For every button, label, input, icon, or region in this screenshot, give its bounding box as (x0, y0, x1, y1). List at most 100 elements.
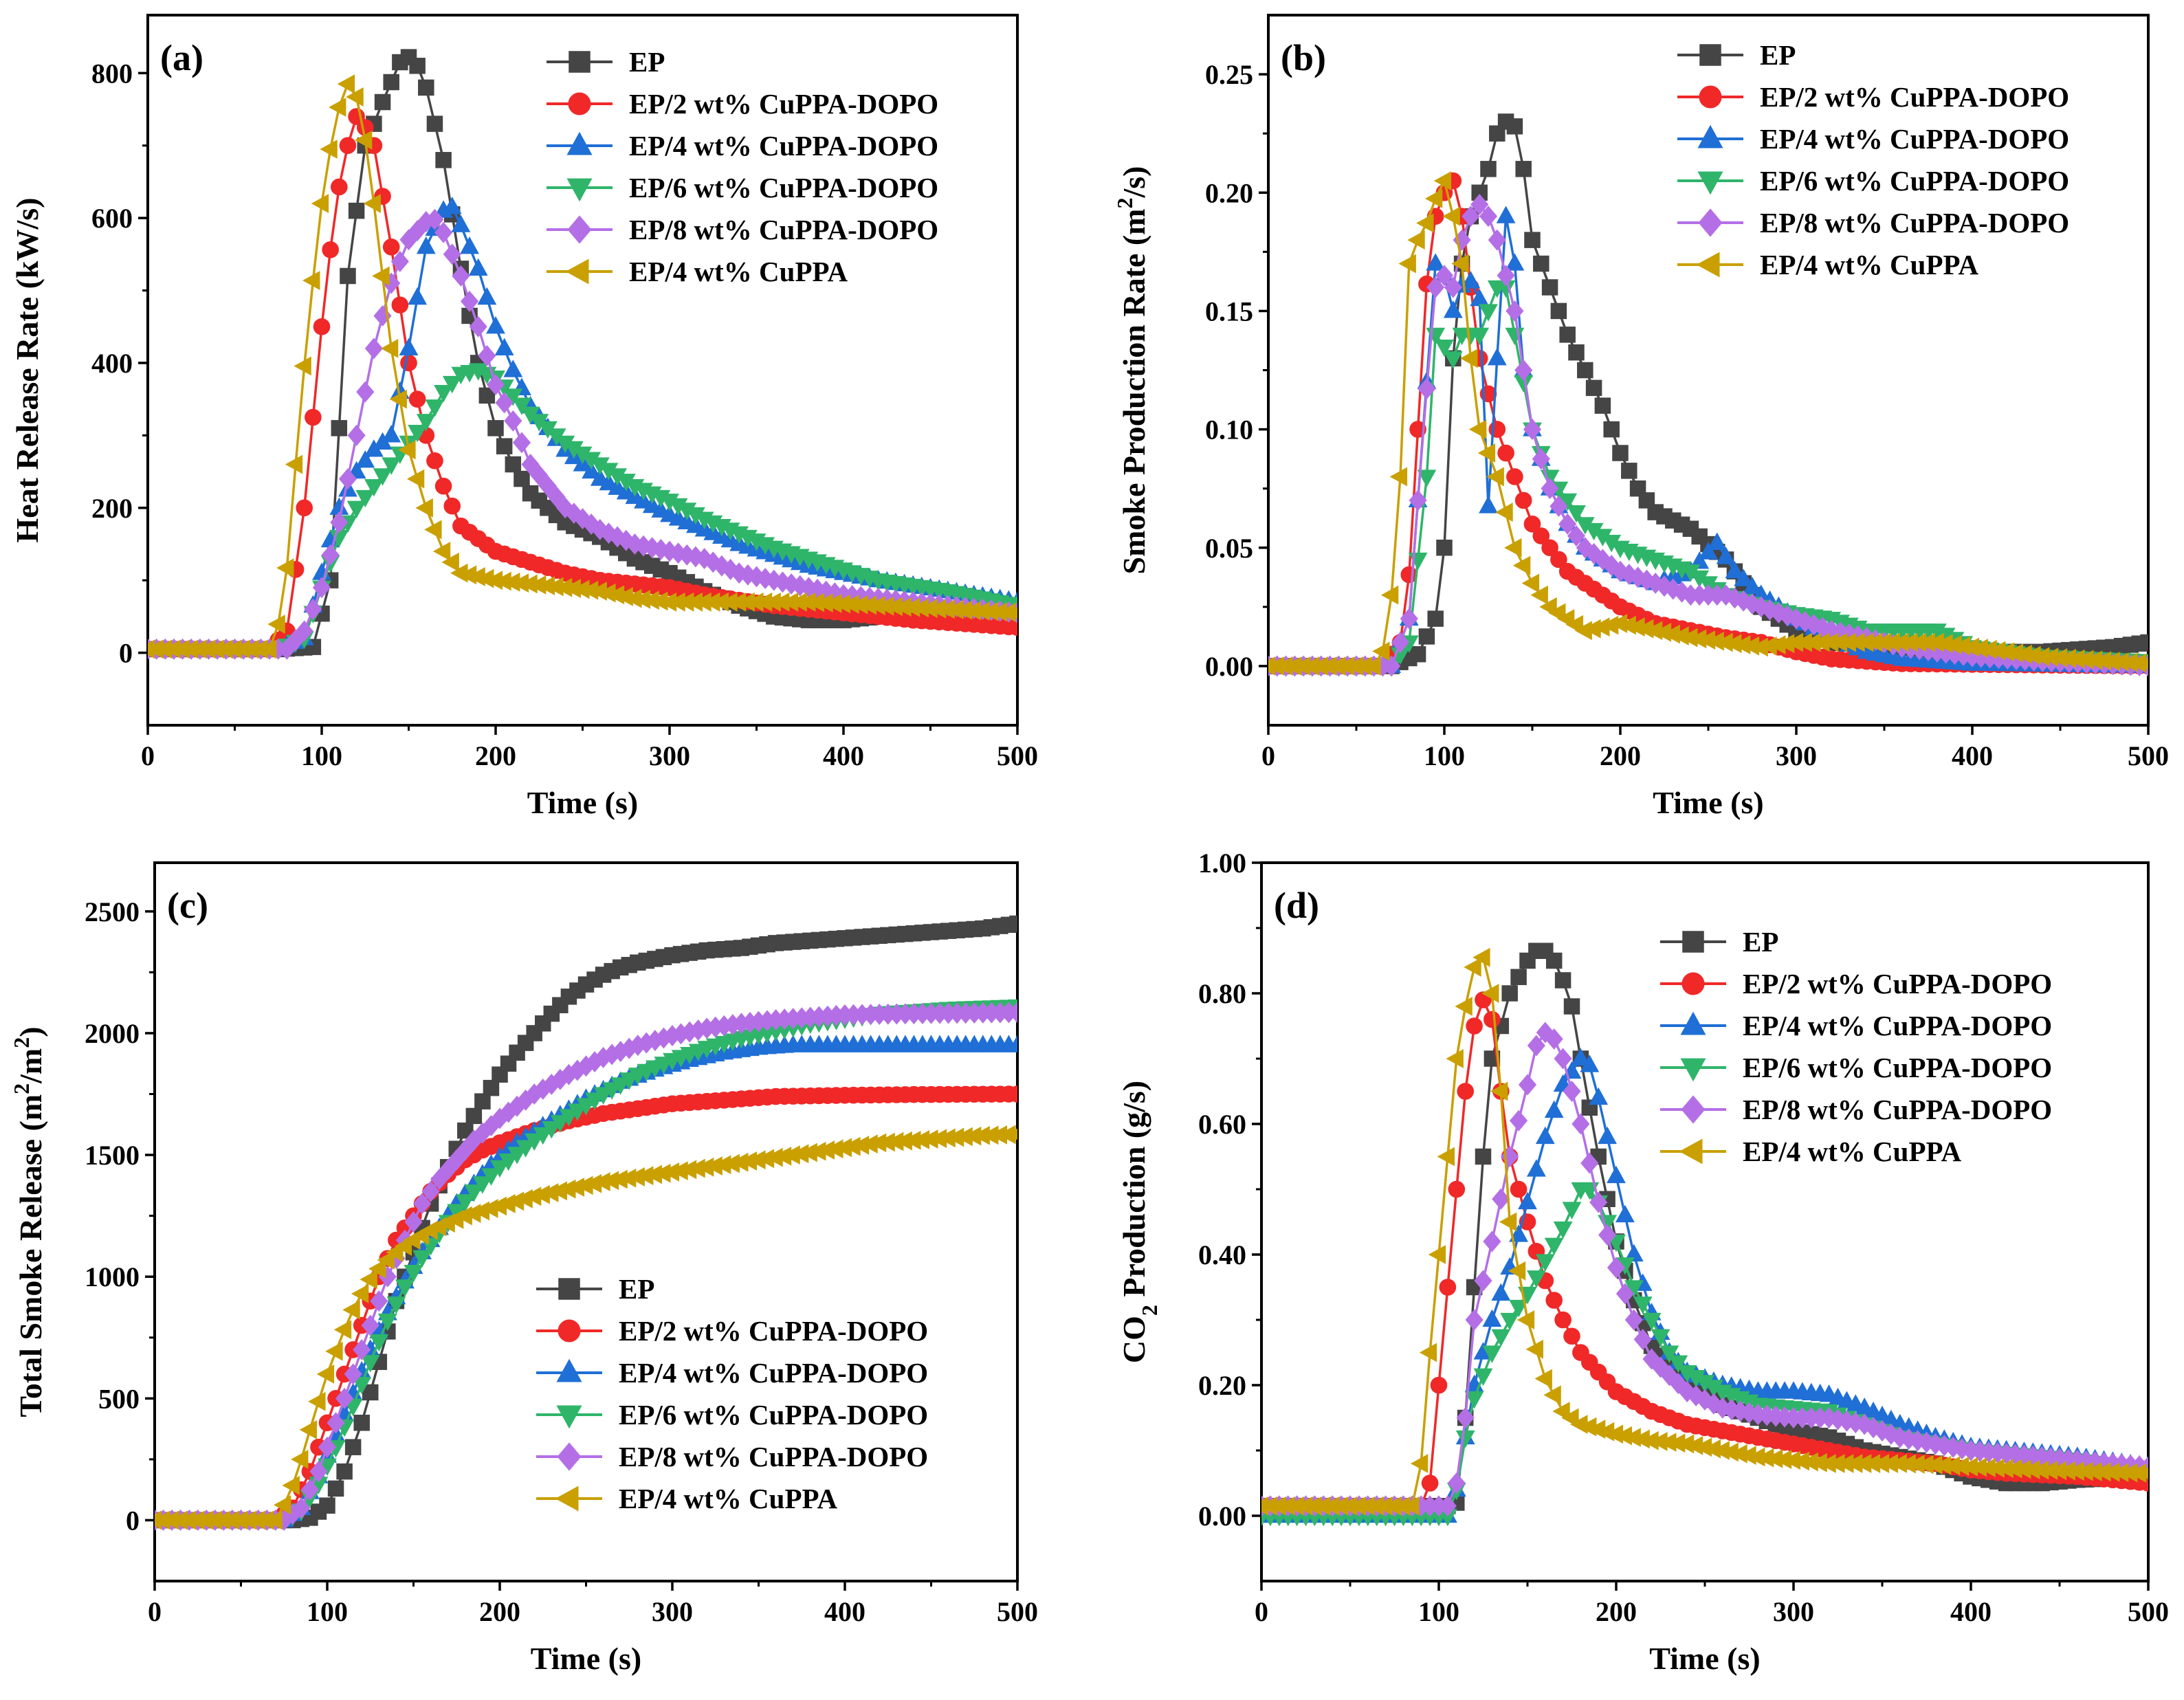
data-point (1545, 952, 1563, 969)
legend-label: EP (1743, 926, 1778, 958)
x-axis: 0 100 200 300 400 500 (1261, 725, 2169, 771)
legend: EP EP/2 wt% CuPPA-DOPO EP/4 wt% CuPPA-DOPO… (536, 1273, 928, 1514)
y-tick-label: 1000 (85, 1261, 140, 1292)
y-axis-title-subscript: 2 (1137, 1305, 1162, 1316)
data-point (514, 470, 530, 487)
data-point (363, 194, 381, 213)
data-point (1668, 1355, 1688, 1373)
data-point (1483, 1011, 1501, 1028)
data-point (516, 1140, 536, 1158)
data-point (389, 389, 407, 409)
data-point (347, 424, 366, 446)
legend-marker (1697, 124, 1723, 148)
data-point (1553, 1221, 1573, 1239)
data-point (1505, 253, 1525, 271)
x-tick-label: 0 (141, 740, 155, 771)
legend-item: EP/4 wt% CuPPA-DOPO (536, 1357, 928, 1389)
data-point (265, 1510, 283, 1530)
data-point (1532, 527, 1550, 544)
legend-marker (556, 1405, 582, 1429)
data-point (495, 392, 514, 414)
data-point (1008, 1002, 1017, 1024)
data-point (432, 542, 451, 561)
data-point (1455, 997, 1472, 1016)
legend: EP EP/2 wt% CuPPA-DOPO EP/4 wt% CuPPA-DOPO… (547, 46, 938, 287)
data-point (377, 1250, 395, 1270)
data-point (302, 271, 320, 290)
legend-item: EP/8 wt% CuPPA-DOPO (1677, 207, 2069, 239)
data-point (1707, 532, 1727, 550)
x-axis-title: Time (s) (527, 785, 638, 820)
legend-item: EP/8 wt% CuPPA-DOPO (536, 1441, 928, 1472)
legend: EP EP/2 wt% CuPPA-DOPO EP/4 wt% CuPPA-DOPO… (1677, 39, 2069, 280)
data-point (1554, 1048, 1572, 1070)
legend-item: EP/4 wt% CuPPA (1660, 1136, 1962, 1167)
legend-label: EP/4 wt% CuPPA-DOPO (619, 1357, 928, 1389)
data-point (1716, 547, 1736, 564)
data-point (340, 267, 356, 285)
x-tick-label: 500 (997, 1596, 1038, 1627)
legend-item: EP/6 wt% CuPPA-DOPO (1677, 165, 2069, 197)
y-axis-title-text: Smoke Production Rate (m (1116, 209, 1151, 575)
data-point (478, 344, 496, 366)
data-point (1438, 1495, 1457, 1517)
legend-marker (1682, 931, 1704, 953)
data-point (1479, 496, 1498, 514)
data-point (1615, 1283, 1634, 1305)
x-axis: 0 100 200 300 400 500 (141, 725, 1038, 771)
data-point (474, 1093, 491, 1110)
data-point (305, 408, 322, 426)
data-point (337, 74, 355, 94)
legend: EP EP/2 wt% CuPPA-DOPO EP/4 wt% CuPPA-DOPO… (1660, 926, 2052, 1167)
data-point (276, 558, 294, 578)
legend-label: EP/4 wt% CuPPA-DOPO (629, 130, 938, 162)
y-tick-label: 600 (91, 203, 133, 234)
data-point (442, 375, 462, 394)
data-point (1509, 1224, 1529, 1242)
data-point (1474, 1270, 1492, 1292)
data-point (504, 410, 522, 432)
y-axis-title: Smoke Production Rate (m2/s) (1112, 166, 1151, 575)
data-point (1427, 610, 1444, 627)
data-point (1571, 1113, 1590, 1135)
data-point (457, 1122, 474, 1139)
data-point (426, 115, 443, 132)
data-point (452, 265, 470, 287)
data-point (503, 388, 523, 406)
data-point (1621, 463, 1637, 479)
data-point (1488, 229, 1506, 251)
data-point (1580, 1055, 1600, 1072)
data-point (1585, 379, 1602, 397)
data-point (1577, 362, 1593, 379)
data-point (1554, 972, 1571, 989)
data-point (585, 1092, 604, 1110)
data-point (568, 1103, 587, 1121)
legend-marker (566, 131, 593, 155)
data-point (1523, 516, 1541, 533)
data-point (1479, 304, 1498, 322)
data-point (1464, 1391, 1484, 1409)
data-point (1603, 421, 1620, 438)
data-point (496, 438, 513, 454)
data-point (348, 202, 365, 219)
data-point (273, 1495, 291, 1515)
data-point (311, 194, 329, 213)
data-point (1446, 1049, 1464, 1068)
data-point (1470, 288, 1490, 307)
data-point (369, 1334, 389, 1352)
data-point (1521, 573, 1540, 593)
data-point (425, 399, 445, 417)
y-tick-label: 0.20 (1205, 177, 1253, 208)
y-tick-label: 0.25 (1205, 59, 1253, 90)
series-line (148, 81, 1017, 651)
data-point (559, 1109, 579, 1127)
data-point (373, 468, 393, 486)
data-point (1416, 213, 1434, 233)
data-point (1532, 448, 1550, 470)
data-point (258, 639, 277, 659)
data-point (408, 424, 428, 443)
data-point (382, 239, 400, 256)
data-point (1510, 969, 1527, 985)
data-point (1594, 397, 1611, 414)
legend-item: EP/6 wt% CuPPA-DOPO (547, 172, 938, 203)
